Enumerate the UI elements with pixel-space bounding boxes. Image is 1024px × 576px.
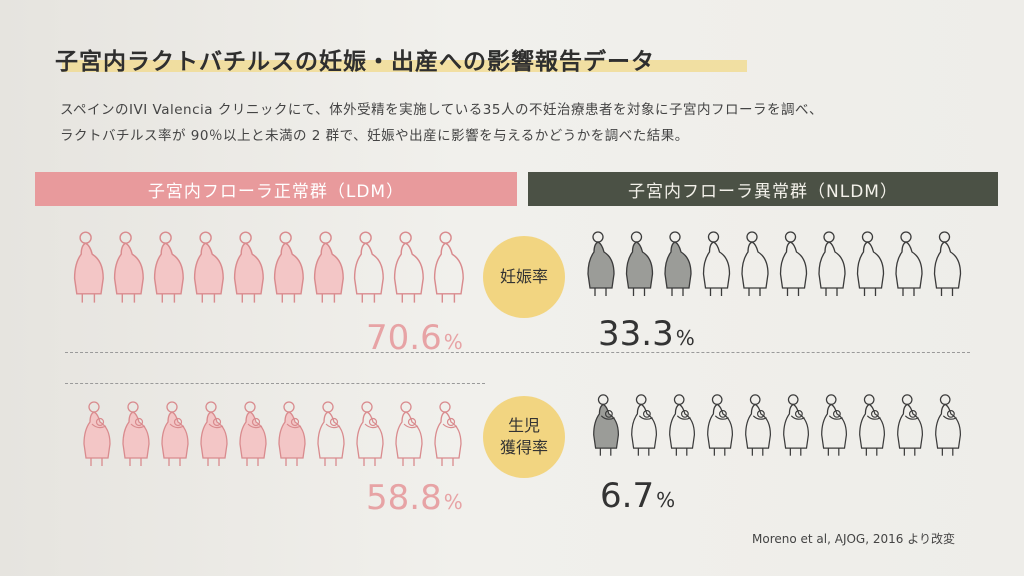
ldm-pregnancy-figure-row bbox=[73, 231, 464, 303]
pregnancy-rate-badge: 妊娠率 bbox=[483, 236, 565, 318]
section-divider bbox=[65, 352, 970, 353]
ldm-live-birth-figure-7 bbox=[317, 401, 345, 466]
nldm-live-birth-rate-number: 6.7 bbox=[600, 476, 655, 516]
live-birth-rate-badge: 生児 獲得率 bbox=[483, 396, 565, 478]
nldm-pregnancy-rate-value: 33.3% bbox=[598, 314, 695, 354]
nldm-pregnancy-figure-row bbox=[587, 231, 962, 296]
nldm-pregnancy-figure-10 bbox=[933, 231, 962, 296]
ldm-pregnancy-figure-1-filled bbox=[73, 231, 104, 303]
nldm-live-birth-figure-6 bbox=[783, 394, 810, 456]
ldm-pregnancy-figure-2-filled bbox=[113, 231, 144, 303]
ldm-pregnancy-rate-unit: % bbox=[443, 330, 463, 354]
ldm-pregnancy-figure-3-filled bbox=[153, 231, 184, 303]
nldm-pregnancy-rate-unit: % bbox=[675, 326, 695, 350]
ldm-live-birth-figure-9 bbox=[395, 401, 423, 466]
ldm-live-birth-figure-3-filled bbox=[161, 401, 189, 466]
nldm-pregnancy-figure-9 bbox=[895, 231, 923, 296]
ldm-live-birth-figure-2-filled bbox=[122, 401, 150, 466]
nldm-live-birth-rate-value: 6.7% bbox=[600, 476, 675, 516]
ldm-live-birth-figure-row bbox=[83, 401, 462, 466]
ldm-pregnancy-figure-6-filled bbox=[273, 231, 304, 303]
live-birth-rate-label-line2: 獲得率 bbox=[499, 438, 548, 457]
nldm-pregnancy-figure-1-filled bbox=[587, 231, 615, 296]
pregnancy-rate-label: 妊娠率 bbox=[499, 267, 548, 287]
ldm-pregnancy-figure-8 bbox=[353, 231, 384, 303]
ldm-live-birth-rate-unit: % bbox=[443, 490, 463, 514]
page-title: 子宮内ラクトバチルスの妊娠・出産への影響報告データ bbox=[55, 49, 655, 75]
ldm-live-birth-rate-number: 58.8 bbox=[366, 478, 442, 518]
nldm-pregnancy-figure-3-filled bbox=[664, 231, 692, 296]
ldm-pregnancy-figure-9 bbox=[393, 231, 424, 303]
ldm-pregnancy-figure-7-filled bbox=[313, 231, 344, 303]
nldm-pregnancy-figure-4 bbox=[702, 231, 731, 296]
ldm-pregnancy-rate-number: 70.6 bbox=[366, 318, 442, 358]
description-line-1: スペインのIVI Valencia クリニックにて、体外受精を実施している35人… bbox=[60, 102, 823, 118]
nldm-live-birth-figure-5 bbox=[745, 394, 772, 456]
nldm-group-header: 子宮内フローラ異常群（NLDM） bbox=[528, 172, 998, 206]
nldm-live-birth-figure-4 bbox=[707, 394, 734, 456]
ldm-live-birth-figure-8 bbox=[356, 401, 384, 466]
ldm-pregnancy-rate-value: 70.6% bbox=[366, 318, 463, 358]
ldm-live-birth-figure-4-filled bbox=[200, 401, 228, 466]
ldm-live-birth-figure-6-filled bbox=[278, 401, 306, 466]
nldm-live-birth-figure-3 bbox=[669, 394, 696, 456]
nldm-live-birth-figure-8 bbox=[859, 394, 886, 456]
ldm-pregnancy-figure-10 bbox=[433, 231, 464, 303]
nldm-live-birth-figure-7 bbox=[821, 394, 848, 456]
ldm-live-birth-figure-1-filled bbox=[83, 401, 111, 466]
nldm-pregnancy-figure-6 bbox=[779, 231, 808, 296]
ldm-live-birth-rate-value: 58.8% bbox=[366, 478, 463, 518]
nldm-live-birth-figure-10 bbox=[935, 394, 962, 456]
nldm-live-birth-figure-9 bbox=[897, 394, 924, 456]
section-divider-secondary bbox=[65, 383, 485, 384]
ldm-live-birth-figure-10 bbox=[434, 401, 462, 466]
nldm-live-birth-rate-unit: % bbox=[656, 488, 676, 512]
nldm-live-birth-figure-row bbox=[593, 394, 962, 456]
nldm-pregnancy-figure-7 bbox=[818, 231, 846, 296]
ldm-pregnancy-figure-5-filled bbox=[233, 231, 264, 303]
title-highlight bbox=[62, 60, 747, 72]
nldm-pregnancy-figure-2-filled bbox=[625, 231, 654, 296]
description-line-2: ラクトバチルス率が 90％以上と未満の 2 群で、妊娠や出産に影響を与えるかどう… bbox=[60, 128, 689, 144]
live-birth-rate-label-line1: 生児 bbox=[507, 416, 540, 436]
nldm-live-birth-figure-1-filled bbox=[593, 394, 620, 456]
source-citation: Moreno et al, AJOG, 2016 より改変 bbox=[752, 532, 955, 546]
nldm-pregnancy-rate-number: 33.3 bbox=[598, 314, 674, 354]
ldm-live-birth-figure-5-filled bbox=[239, 401, 267, 466]
ldm-pregnancy-figure-4-filled bbox=[193, 231, 224, 303]
nldm-live-birth-figure-2 bbox=[631, 394, 658, 456]
ldm-group-header: 子宮内フローラ正常群（LDM） bbox=[35, 172, 517, 206]
nldm-pregnancy-figure-8 bbox=[856, 231, 885, 296]
nldm-pregnancy-figure-5 bbox=[741, 231, 769, 296]
